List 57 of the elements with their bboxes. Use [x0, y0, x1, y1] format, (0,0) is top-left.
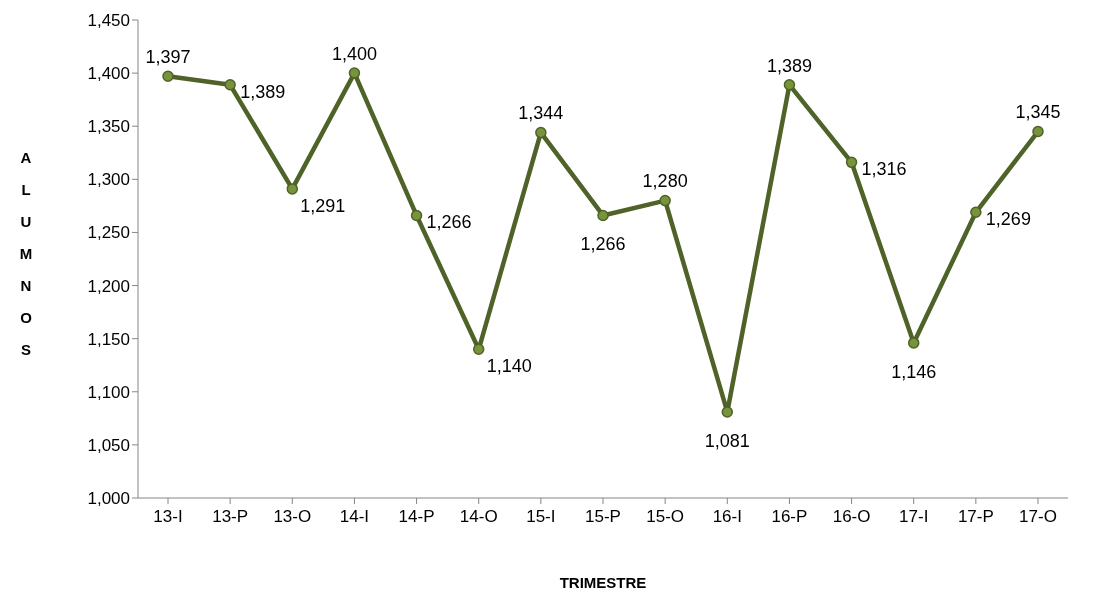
x-tick-label: 16-P — [771, 507, 808, 527]
x-tick-label: 13-O — [273, 507, 312, 527]
y-tick-label: 1,150 — [87, 329, 130, 349]
x-tick-label: 14-P — [398, 507, 435, 527]
x-tick-label: 15-O — [646, 507, 685, 527]
point — [597, 209, 609, 222]
point — [783, 79, 796, 91]
point — [472, 343, 485, 356]
x-tick-label: 16-O — [832, 507, 871, 527]
data-label: 1,269 — [985, 209, 1031, 230]
y-tick-label: 1,200 — [87, 276, 130, 296]
point — [659, 194, 671, 207]
x-tick-label: 13-P — [212, 507, 249, 527]
data-label: 1,291 — [300, 195, 346, 216]
x-tick-label: 17-O — [1019, 507, 1057, 527]
x-tick-label: 14-I — [339, 507, 370, 527]
point — [845, 156, 858, 169]
data-label: 1,280 — [642, 171, 688, 192]
y-tick-label: 1,250 — [87, 223, 130, 243]
y-tick-label: 1,100 — [87, 382, 130, 402]
point — [348, 67, 361, 79]
data-label: 1,146 — [891, 361, 937, 382]
data-label: 1,389 — [766, 55, 812, 76]
point — [162, 70, 174, 83]
point — [286, 183, 299, 195]
x-tick-label: 14-O — [459, 507, 498, 527]
point — [907, 337, 920, 349]
data-label: 1,266 — [426, 212, 472, 233]
data-label: 1,140 — [486, 356, 532, 377]
data-label: 1,316 — [861, 159, 907, 180]
point — [1032, 125, 1044, 138]
data-label: 1,397 — [145, 47, 191, 68]
x-tick-label: 17-I — [899, 507, 929, 527]
point — [410, 209, 423, 222]
data-label: 1,266 — [580, 234, 626, 255]
x-tick-label: 17-P — [957, 507, 994, 527]
point — [970, 206, 982, 219]
data-label: 1,400 — [331, 43, 377, 64]
point — [535, 126, 547, 139]
y-tick-label: 1,300 — [87, 170, 130, 190]
y-tick-label: 1,000 — [87, 489, 130, 509]
x-tick-label: 15-I — [526, 507, 556, 527]
y-tick-label: 1,400 — [87, 64, 130, 84]
y-axis-title: ALUMNOS — [19, 149, 33, 358]
point — [721, 406, 734, 418]
y-tick-label: 1,450 — [87, 11, 130, 31]
x-tick-label: 13-I — [153, 507, 183, 527]
data-label: 1,081 — [704, 430, 750, 451]
x-tick-label: 15-P — [585, 507, 621, 527]
point — [224, 79, 236, 91]
x-axis-title: TRIMESTRE — [559, 574, 647, 591]
data-label: 1,389 — [240, 81, 286, 102]
x-tick-label: 16-I — [712, 507, 742, 527]
y-tick-label: 1,050 — [87, 435, 130, 455]
data-label: 1,345 — [1015, 102, 1061, 123]
data-label: 1,344 — [518, 103, 564, 124]
y-tick-label: 1,350 — [87, 117, 130, 137]
